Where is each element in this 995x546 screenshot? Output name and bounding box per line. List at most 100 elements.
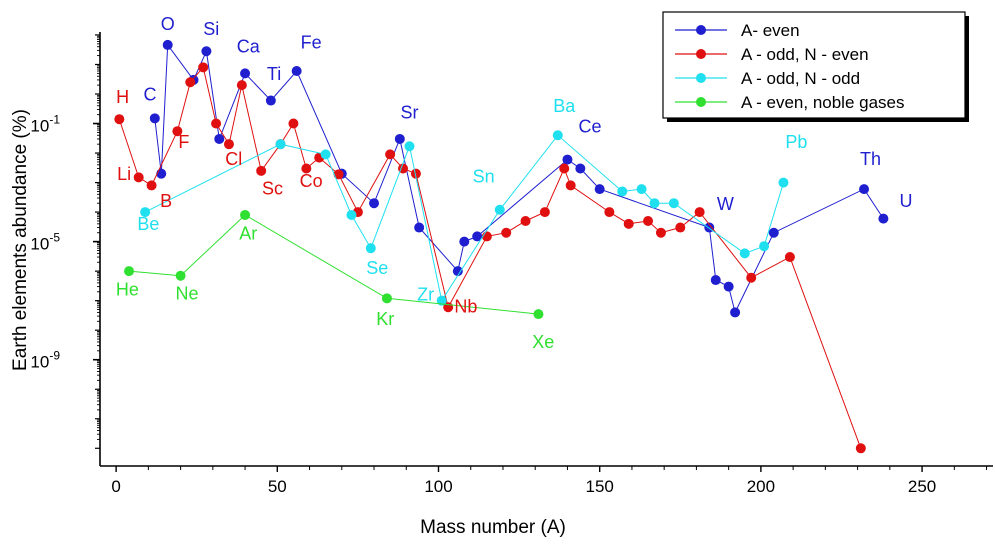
legend-marker xyxy=(696,49,706,59)
data-point xyxy=(617,186,628,197)
data-point xyxy=(124,266,135,277)
element-label: Xe xyxy=(532,332,554,352)
element-label: Be xyxy=(137,214,159,234)
element-label: Sc xyxy=(262,178,283,198)
data-point xyxy=(156,168,167,179)
element-label: Ne xyxy=(176,283,199,303)
data-point xyxy=(414,222,425,233)
x-tick-label: 250 xyxy=(908,477,936,496)
legend-entry: A - odd, N - odd xyxy=(675,69,860,88)
element-label: W xyxy=(717,194,734,214)
data-point xyxy=(739,248,750,259)
data-point xyxy=(214,133,225,144)
data-point xyxy=(172,126,183,137)
data-point xyxy=(636,184,647,195)
data-point xyxy=(759,241,770,252)
data-point xyxy=(604,207,615,218)
data-point xyxy=(501,227,512,238)
legend: A- even A - odd, N - even A - odd, N - odd… xyxy=(662,11,969,122)
data-point xyxy=(723,281,734,292)
data-point xyxy=(240,68,251,79)
y-tick-exponent: -9 xyxy=(49,349,60,363)
data-point xyxy=(365,243,376,254)
data-point xyxy=(223,139,234,150)
data-point xyxy=(140,207,151,218)
data-point xyxy=(133,172,144,183)
data-point xyxy=(675,222,686,233)
element-label: Pb xyxy=(785,132,807,152)
data-point xyxy=(275,139,286,150)
element-label: Ce xyxy=(579,116,602,136)
data-point xyxy=(643,215,654,226)
element-label: Ca xyxy=(237,37,261,57)
element-label: U xyxy=(899,191,912,211)
legend-entry: A - even, noble gases xyxy=(675,93,905,112)
data-point xyxy=(730,307,741,318)
data-point xyxy=(265,95,276,106)
y-axis-title: Earth elements abundance (%) xyxy=(10,109,31,371)
element-label: Zr xyxy=(417,285,434,305)
element-label: Si xyxy=(203,19,219,39)
series-line xyxy=(118,66,862,449)
element-label: He xyxy=(116,279,139,299)
data-point xyxy=(855,443,866,454)
data-point xyxy=(552,130,563,141)
element-label: F xyxy=(178,132,189,152)
data-point xyxy=(436,295,447,306)
data-point xyxy=(369,198,380,209)
data-point xyxy=(459,236,470,247)
data-point xyxy=(385,149,396,160)
data-point xyxy=(288,118,299,129)
data-point xyxy=(240,209,251,220)
x-tick-label: 100 xyxy=(424,477,452,496)
data-point xyxy=(256,165,267,176)
y-tick-base: 10 xyxy=(30,235,49,254)
data-point xyxy=(575,163,586,174)
y-tick-label: 10-1 xyxy=(30,113,60,136)
data-point xyxy=(291,66,302,77)
element-label: B xyxy=(160,191,172,211)
element-label: Se xyxy=(366,258,388,278)
element-annotations: H Li BeB C O F Si Cl Ca Ar Ti Fe Sc Co Se Sr Kr Zr Nb Sn Xe B… xyxy=(116,14,913,352)
data-point xyxy=(472,231,483,242)
element-label: Ba xyxy=(553,96,576,116)
data-point xyxy=(404,141,415,152)
element-label: C xyxy=(143,85,156,105)
y-tick-exponent: -1 xyxy=(49,113,60,127)
y-tick-label: 10-9 xyxy=(30,349,60,372)
data-point xyxy=(694,207,705,218)
data-point xyxy=(520,215,531,226)
legend-label: A - odd, N - even xyxy=(741,45,869,64)
element-label: Th xyxy=(860,149,881,169)
data-point xyxy=(346,209,357,220)
y-tick-label: 10-5 xyxy=(30,231,60,254)
y-tick-base: 10 xyxy=(30,353,49,372)
data-point xyxy=(149,113,160,124)
data-point xyxy=(198,62,209,73)
data-point xyxy=(778,177,789,188)
data-point xyxy=(236,80,247,91)
data-point xyxy=(746,272,757,283)
element-label: Cl xyxy=(225,149,242,169)
data-point xyxy=(320,149,331,160)
data-point xyxy=(784,252,795,263)
series-layer xyxy=(114,39,889,454)
x-tick-label: 150 xyxy=(586,477,614,496)
x-tick-label: 0 xyxy=(111,477,120,496)
data-point xyxy=(410,168,421,179)
data-point xyxy=(768,227,779,238)
legend-entry: A- even xyxy=(675,21,800,40)
element-label: Nb xyxy=(454,296,477,316)
data-point xyxy=(211,118,222,129)
x-tick-label: 50 xyxy=(268,477,287,496)
series-3 xyxy=(140,130,789,306)
data-point xyxy=(394,133,405,144)
legend-label: A - odd, N - odd xyxy=(741,69,860,88)
data-point xyxy=(301,163,312,174)
element-label: Sr xyxy=(400,102,418,122)
x-axis-title: Mass number (A) xyxy=(420,517,566,538)
data-point xyxy=(623,218,634,229)
series-line xyxy=(144,134,784,303)
data-point xyxy=(452,266,463,277)
